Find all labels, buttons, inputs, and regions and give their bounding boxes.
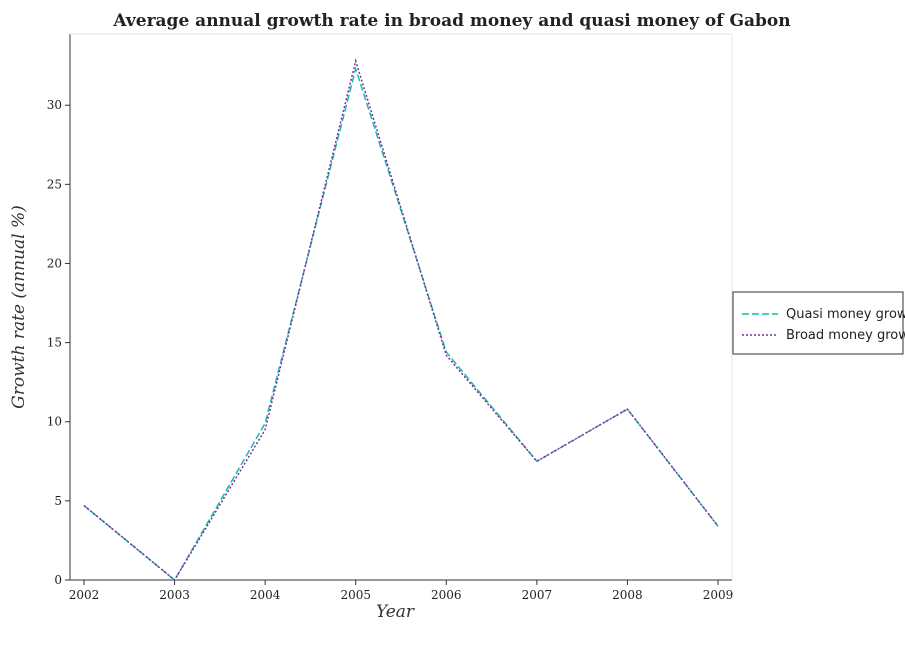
x-axis-ticks: 2002 2003 2004 2005 2006 2007 2008 2009 — [69, 580, 734, 602]
chart-title: Average annual growth rate in broad mone… — [112, 11, 790, 31]
x-tick-label: 2006 — [431, 588, 462, 602]
series-line-broad-money-growth — [83, 58, 719, 582]
y-tick-label: 0 — [54, 573, 62, 587]
x-tick-label: 2008 — [612, 588, 643, 602]
x-tick-label: 2005 — [340, 588, 371, 602]
legend-label-broad-money: Broad money growth — [786, 328, 905, 343]
y-tick-label: 15 — [47, 336, 62, 350]
legend-box — [732, 291, 904, 355]
y-tick-label: 30 — [47, 98, 62, 112]
y-tick-label: 20 — [47, 256, 62, 270]
plot-area — [69, 33, 733, 581]
x-tick-label: 2009 — [703, 588, 734, 602]
y-axis-ticks: 0 5 10 15 20 25 30 — [47, 98, 70, 587]
y-tick-label: 5 — [54, 494, 62, 508]
x-axis-label: Year — [376, 602, 415, 622]
x-tick-label: 2007 — [522, 588, 553, 602]
y-tick-label: 25 — [47, 177, 62, 191]
y-tick-label: 10 — [47, 415, 62, 429]
x-tick-label: 2004 — [250, 588, 281, 602]
y-axis-label: Growth rate (annual %) — [9, 205, 29, 409]
x-tick-label: 2002 — [69, 588, 100, 602]
legend: Quasi money growth Broad money growth — [732, 291, 905, 355]
x-tick-label: 2003 — [159, 588, 190, 602]
legend-label-quasi-money: Quasi money growth — [786, 307, 905, 322]
series-line-quasi-money-growth — [83, 66, 719, 582]
series-layer — [83, 58, 719, 582]
